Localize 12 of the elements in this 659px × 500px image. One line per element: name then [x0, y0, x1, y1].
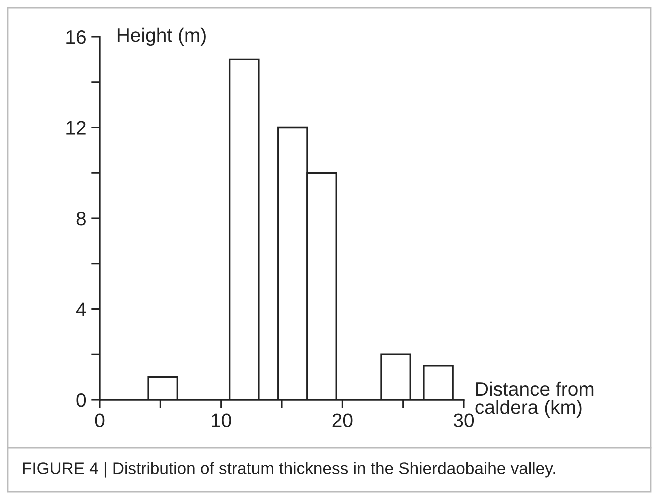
y-tick-label: 12 [66, 121, 86, 135]
x-axis-title: Distance from caldera (km) [476, 382, 594, 418]
y-tick-label: 0 [76, 393, 86, 408]
x-tick-label: 20 [332, 414, 353, 428]
x-tick-label: 10 [212, 414, 232, 428]
x-tick-label: 30 [454, 414, 474, 428]
caption: FIGURE 4 | Distribution of stratum thickness in the Shierdaobaihe valley. [23, 462, 556, 478]
y-tick-label: 4 [76, 302, 86, 316]
y-axis-title: Height (m) [118, 28, 206, 46]
x-tick-label: 0 [95, 414, 105, 428]
y-tick-label: 16 [66, 30, 86, 44]
y-tick-label: 8 [76, 212, 86, 226]
